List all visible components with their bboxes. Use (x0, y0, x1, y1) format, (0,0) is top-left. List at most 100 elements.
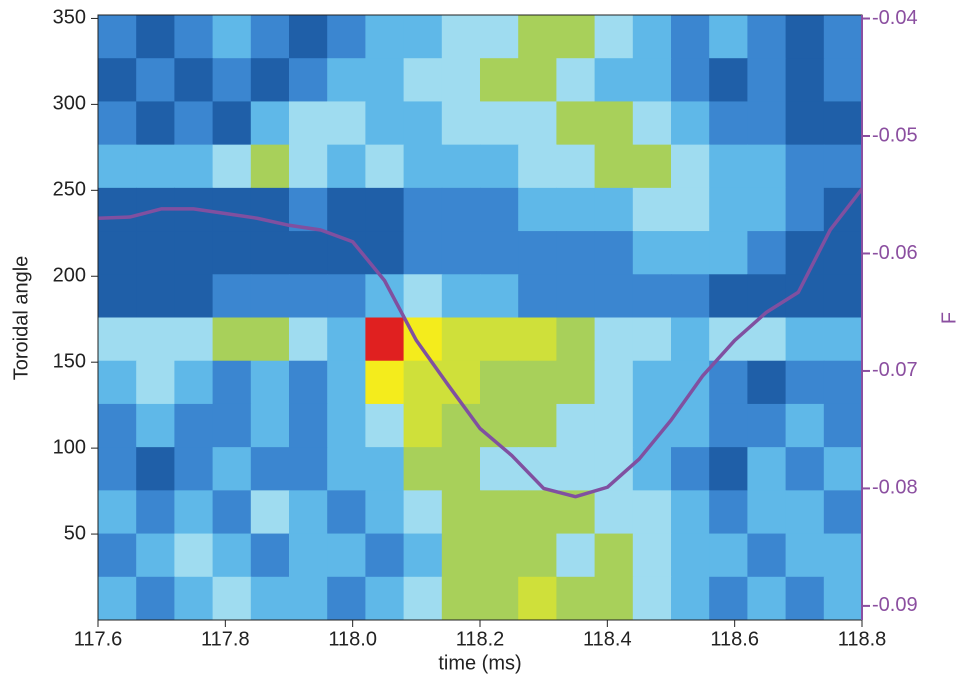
chart: 117.6117.8118.0118.2118.4118.6118.850100… (0, 0, 965, 682)
heat-cell (289, 58, 328, 102)
heat-cell (518, 318, 557, 362)
heat-cell (595, 58, 634, 102)
heat-cell (98, 145, 137, 189)
heat-cell (595, 318, 634, 362)
heat-cell (480, 15, 519, 59)
heat-cell (480, 318, 519, 362)
heat-cell (633, 534, 672, 578)
heat-cell (365, 447, 404, 491)
heat-cell (442, 447, 481, 491)
heat-cell (442, 404, 481, 448)
heat-cell (404, 58, 443, 102)
heat-cell (747, 101, 786, 145)
heat-cell (633, 15, 672, 59)
heat-cell (404, 145, 443, 189)
heat-cell (174, 577, 213, 621)
heat-cell (327, 188, 366, 232)
heat-cell (442, 101, 481, 145)
heat-cell (633, 188, 672, 232)
heat-cell (136, 15, 175, 59)
heat-cell (213, 361, 252, 405)
heat-cell (709, 274, 748, 318)
heat-cell (136, 534, 175, 578)
heat-cell (786, 447, 825, 491)
heat-cell (518, 404, 557, 448)
heat-cell (98, 534, 137, 578)
heat-cell (633, 447, 672, 491)
heat-cell (480, 231, 519, 275)
heat-cell (442, 58, 481, 102)
heat-cell (404, 101, 443, 145)
heat-cell (251, 15, 290, 59)
heat-cell (404, 274, 443, 318)
x-tick-label: 118.8 (838, 628, 887, 650)
heat-cell (595, 188, 634, 232)
heat-cell (289, 274, 328, 318)
heat-cell (786, 361, 825, 405)
heat-cell (824, 101, 863, 145)
heat-cell (213, 188, 252, 232)
heat-cell (824, 490, 863, 534)
heat-cell (365, 231, 404, 275)
heat-cell (174, 490, 213, 534)
heat-cell (518, 15, 557, 59)
heat-cell (518, 534, 557, 578)
heat-cell (174, 15, 213, 59)
heat-cell (747, 534, 786, 578)
heat-cell (404, 15, 443, 59)
heat-cell (671, 534, 710, 578)
heat-cell (174, 534, 213, 578)
heat-cell (824, 361, 863, 405)
heat-cell (213, 274, 252, 318)
y-tick-label: 250 (53, 179, 86, 201)
heat-cell (98, 490, 137, 534)
y-tick-label: 150 (53, 350, 86, 372)
heat-cell (98, 58, 137, 102)
heat-cell (480, 577, 519, 621)
heat-cell (98, 577, 137, 621)
heat-cell (213, 534, 252, 578)
y2-tick-label: -0.08 (872, 477, 918, 499)
y-tick-label: 100 (53, 436, 86, 458)
heat-cell (136, 101, 175, 145)
heat-cell (518, 361, 557, 405)
heat-cell (442, 145, 481, 189)
y-tick-label: 50 (64, 522, 86, 544)
heat-cell (98, 15, 137, 59)
heat-cell (251, 231, 290, 275)
heat-cell (442, 577, 481, 621)
heat-cell (213, 58, 252, 102)
heat-cell (289, 318, 328, 362)
heat-cell (365, 534, 404, 578)
heat-cell (251, 534, 290, 578)
heat-cell (824, 274, 863, 318)
heat-cell (365, 101, 404, 145)
heat-cell (327, 145, 366, 189)
heat-cell (556, 101, 595, 145)
x-tick-label: 118.0 (328, 628, 377, 650)
heatmap (98, 15, 863, 621)
heat-cell (404, 404, 443, 448)
heat-cell (213, 490, 252, 534)
y-tick-label: 350 (53, 7, 86, 29)
heat-cell (595, 274, 634, 318)
heat-cell (709, 447, 748, 491)
heat-cell (327, 490, 366, 534)
heat-cell (174, 274, 213, 318)
heat-cell (98, 447, 137, 491)
heat-cell (289, 447, 328, 491)
heat-cell (251, 577, 290, 621)
x-tick-label: 118.6 (710, 628, 759, 650)
heat-cell (518, 274, 557, 318)
heat-cell (633, 318, 672, 362)
heat-cell (556, 188, 595, 232)
heat-cell (518, 101, 557, 145)
heat-cell (786, 101, 825, 145)
heat-cell (327, 361, 366, 405)
heat-cell (824, 534, 863, 578)
heat-cell (404, 188, 443, 232)
heat-cell (251, 58, 290, 102)
heat-cell (671, 231, 710, 275)
heat-cell (671, 58, 710, 102)
heat-cell (404, 534, 443, 578)
